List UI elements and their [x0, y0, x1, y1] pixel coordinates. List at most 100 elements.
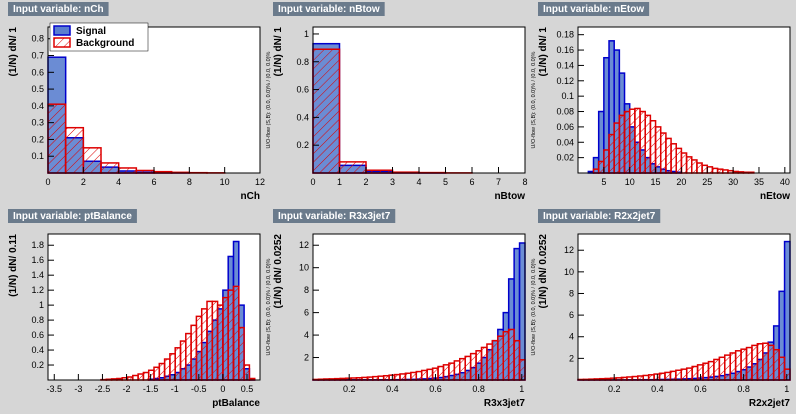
histogram-bar [459, 357, 466, 381]
x-tick-label: -2.5 [95, 384, 111, 394]
x-tick-label: 15 [651, 177, 661, 187]
x-tick-label: 0 [310, 177, 315, 187]
histogram-bar [117, 167, 138, 174]
legend-label: Signal [76, 26, 106, 37]
x-axis-label: nBtow [494, 191, 525, 202]
y-tick-label: 0.1 [561, 91, 574, 101]
histogram-bar [659, 132, 667, 174]
histogram-bar [767, 344, 775, 381]
y-tick-label: 1 [39, 300, 44, 310]
y-tick-label: 0.2 [31, 134, 44, 144]
x-tick-label: 0.5 [241, 384, 254, 394]
x-tick-label: 25 [702, 177, 712, 187]
chart-title: Input variable: ptBalance [13, 211, 132, 222]
x-tick-label: 8 [522, 177, 527, 187]
histogram-bar [190, 324, 198, 381]
y-tick-label: 0.7 [31, 51, 44, 61]
plot-frame [577, 26, 791, 174]
y-tick-label: 4 [569, 332, 574, 342]
histogram-bar [216, 304, 224, 381]
x-tick-label: 2 [81, 177, 86, 187]
title-box [273, 2, 385, 16]
y-axis-label: (1/N) dN/ 1 [273, 27, 284, 77]
y-axis-label: (1/N) dN/ 0.0252 [273, 234, 284, 309]
x-tick-label: -1.5 [143, 384, 159, 394]
histogram-bar [420, 369, 428, 381]
histogram-bar [783, 240, 791, 381]
histogram-bar [338, 161, 367, 174]
histogram-bar [680, 368, 688, 381]
plot-frame [47, 233, 261, 381]
y-tick-label: 8 [569, 288, 574, 298]
x-tick-label: 30 [728, 177, 738, 187]
x-tick-label: 0.8 [737, 384, 750, 394]
y-tick-label: 8 [304, 285, 309, 295]
histogram-bar [222, 296, 229, 381]
histogram-bar [642, 374, 650, 381]
histogram-bar [631, 375, 639, 381]
histogram-bar [179, 340, 187, 381]
histogram-bar [702, 362, 710, 381]
histogram-bar [469, 352, 477, 381]
histogram-bar [608, 133, 615, 174]
x-tick-label: 4 [416, 177, 421, 187]
histogram-bar [634, 107, 641, 174]
y-tick-label: 0.2 [31, 360, 44, 370]
y-tick-label: 0.1 [31, 151, 44, 161]
histogram-bar [513, 339, 521, 381]
histogram-bar [158, 362, 166, 381]
x-tick-label: 5 [601, 177, 606, 187]
histogram-bar [762, 342, 770, 381]
x-tick-label: 0 [220, 384, 225, 394]
histogram-bar [502, 330, 510, 381]
histogram-bar [718, 356, 726, 381]
x-tick-label: 12 [255, 177, 265, 187]
histogram-bar [628, 108, 636, 174]
histogram-bar [696, 162, 703, 174]
side-note: U/O-flow (S,B): (0.0, 0.0)% / (0.0, 0.0)… [266, 51, 272, 148]
y-tick-label: 1.8 [31, 240, 44, 250]
histogram-bar [64, 126, 85, 174]
x-axis-label: R3x3jet7 [484, 398, 526, 409]
chart-title: Input variable: nCh [13, 4, 104, 15]
y-tick-label: 0.8 [31, 315, 44, 325]
histogram-bar [174, 347, 182, 381]
x-tick-label: 7 [496, 177, 501, 187]
y-tick-label: 0.14 [556, 60, 574, 70]
histogram-bar [137, 373, 145, 381]
title-box [538, 209, 661, 223]
histogram-bar [372, 375, 379, 381]
histogram-bar [82, 147, 102, 174]
histogram-bar [639, 110, 646, 174]
title-box [8, 209, 137, 223]
y-tick-label: 0.6 [31, 67, 44, 77]
y-tick-label: 1.4 [31, 270, 44, 280]
histogram-bar [649, 119, 657, 174]
histogram-bar [377, 375, 385, 381]
histogram-bar [724, 354, 731, 381]
histogram-bar [637, 375, 644, 381]
x-tick-label: 0.4 [651, 384, 664, 394]
x-tick-label: 35 [754, 177, 764, 187]
y-tick-label: 1 [304, 29, 309, 39]
y-tick-label: 0.2 [296, 140, 309, 150]
x-axis-label: nEtow [760, 191, 790, 202]
histogram-bar [669, 370, 677, 381]
chart-title: Input variable: nBtow [278, 4, 380, 15]
series-1 [577, 342, 791, 381]
histogram-bar [685, 367, 693, 381]
histogram-bar [238, 326, 245, 381]
y-tick-label: 0.8 [31, 34, 44, 44]
histogram-bar [664, 371, 672, 381]
title-box [273, 209, 396, 223]
x-tick-label: -0.5 [191, 384, 207, 394]
legend-label: Background [76, 38, 134, 49]
histogram-bar [675, 369, 683, 381]
y-tick-label: 0.12 [556, 76, 574, 86]
histogram-bar [232, 285, 240, 381]
histogram-bar [153, 366, 161, 381]
histogram-bar [644, 114, 652, 174]
side-note: U/O-flow (S,B): (0.0, 0.0)% / (0.0, 0.0)… [266, 258, 272, 355]
histogram-bar [464, 355, 472, 381]
